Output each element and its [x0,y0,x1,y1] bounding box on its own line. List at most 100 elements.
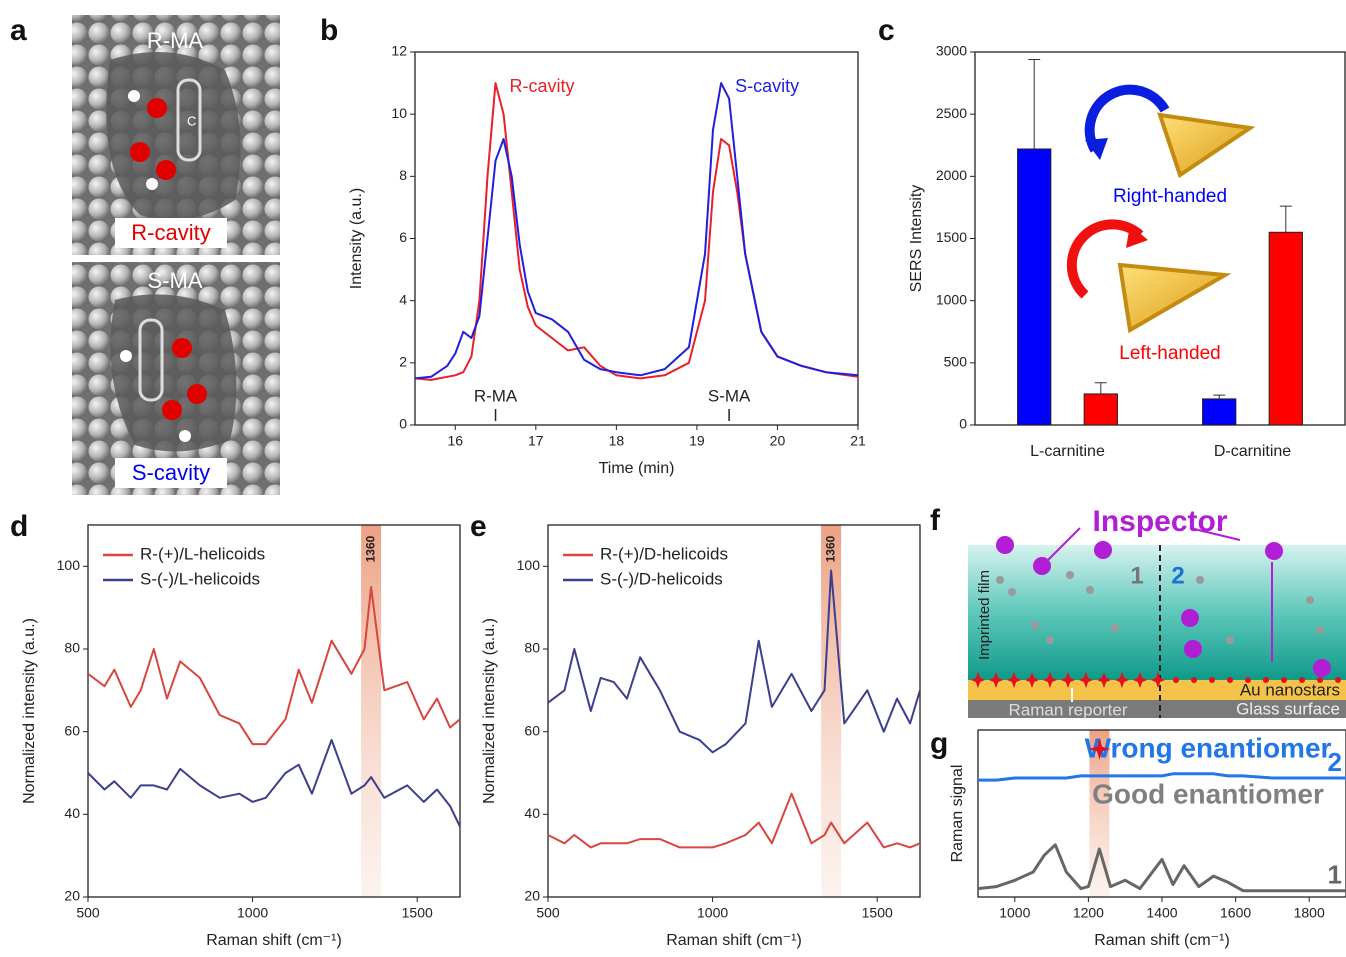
bar [1268,231,1303,426]
y-tick-label: 3000 [936,43,967,59]
reporter-star [1043,672,1057,688]
reporter-star [1061,672,1075,688]
annotation: Wrong enantiomer [1085,732,1332,763]
line [547,569,921,754]
x-tick-label: 1200 [1073,905,1104,921]
cavity [106,52,241,220]
atom [179,430,191,442]
layer-label: Au nanostars [1240,680,1340,699]
y-axis-label: Intensity (a.u.) [348,188,365,289]
y-tick-label: 10 [391,105,407,121]
error-bar [1094,382,1107,394]
y-tick-label: 40 [524,805,540,821]
reporter-dot [1191,677,1197,683]
x-axis-label: Raman shift (cm⁻¹) [206,932,342,949]
x-tick-label: 17 [528,433,544,449]
inspectors [996,536,1331,677]
cavity-label: R-cavity [131,220,210,245]
molecule-label: R-MA [147,28,204,53]
legend-label: R-(+)/L-helicoids [140,544,265,563]
film [968,545,1346,680]
x-tick-label: 500 [76,905,100,921]
x-tick-label: 1000 [999,905,1030,921]
reporter-star [1151,672,1165,688]
atom [187,384,207,404]
error-bar [1279,205,1292,233]
x-tick-label: L-carnitine [1030,443,1105,460]
y-tick-label: 6 [399,229,407,245]
arrows [1047,527,1273,662]
highlight-label: 1360 [823,535,837,562]
reporter-star [1097,672,1111,688]
panel-letter: f [930,504,941,537]
y-tick-label: 1000 [936,291,967,307]
line [414,82,859,380]
reporter-dot [1209,677,1215,683]
arrow-head [1085,138,1108,160]
bar [1017,148,1052,426]
line [978,772,1346,782]
panel-a: a C R-MA R-cavity S-MA S-cavity [10,14,280,495]
panel-letter: c [878,14,895,47]
reporter-dot [1245,677,1251,683]
chart-panel: e 1360 20 40 60 80 100 500 1000 1500 Raman shift (… [470,510,921,949]
reporter-star [989,672,1003,688]
x-tick-label: 1500 [402,905,433,921]
highlight-band [361,525,382,897]
reporter-star [971,672,985,688]
panel-letter: a [10,14,27,47]
y-tick-label: 8 [399,167,407,183]
panel-letter: g [930,727,948,760]
ring [176,78,202,162]
atom [128,90,140,102]
atom [120,350,132,362]
reporter-dot [1227,677,1233,683]
atom [130,142,150,162]
layer-label: Raman reporter [1008,700,1127,719]
annotation: Good enantiomer [1092,778,1324,809]
molecules [996,571,1324,644]
y-tick-label: 80 [64,640,80,656]
panel-f: f Inspector Imprinted film 1 2 Au nanost… [930,504,1346,719]
y-tick-label: 500 [944,354,968,370]
y-tick-label: 2000 [936,167,967,183]
reporter-dot [1335,677,1341,683]
y-axis-label: Normalized intensity (a.u.) [481,618,498,804]
plot-frame [87,524,461,898]
x-tick-label: 18 [609,433,625,449]
y-tick-label: 4 [399,291,407,307]
series-label: R-cavity [510,76,575,96]
panel-letter: d [10,510,28,543]
atom [146,178,158,190]
marker-label: S-MA [708,386,751,405]
y-tick-label: 100 [57,557,81,573]
label-box [115,218,227,248]
x-tick-label: 19 [689,433,705,449]
cavity [110,294,237,452]
zone-label: 1 [1130,562,1143,589]
panel-letter: b [320,14,338,47]
x-axis-label: Time (min) [599,460,675,477]
marker-label: R-MA [474,386,518,405]
y-tick-label: 20 [524,888,540,904]
arrow-head [1126,225,1148,248]
rotation-arrow [1066,219,1144,299]
y-tick-label: 80 [524,640,540,656]
chart-panel: g 1000 1200 1400 1600 1800 Raman shift (cm⁻¹) R… [930,727,1346,949]
line [547,792,921,849]
reporter-dot [1263,677,1269,683]
x-tick-label: 1600 [1220,905,1251,921]
atom-label: C [187,113,196,128]
x-tick-label: 16 [447,433,463,449]
legend-label: R-(+)/D-helicoids [600,544,728,563]
atom [147,98,167,118]
highlight-label: 1360 [363,535,377,562]
gold-layer [968,680,1346,700]
atom [162,400,182,420]
x-tick-label: 1500 [862,905,893,921]
y-tick-label: 60 [64,722,80,738]
cavity-label: S-cavity [132,460,210,485]
layer-label: Glass surface [1236,699,1340,718]
series-label: 1 [1328,860,1342,890]
